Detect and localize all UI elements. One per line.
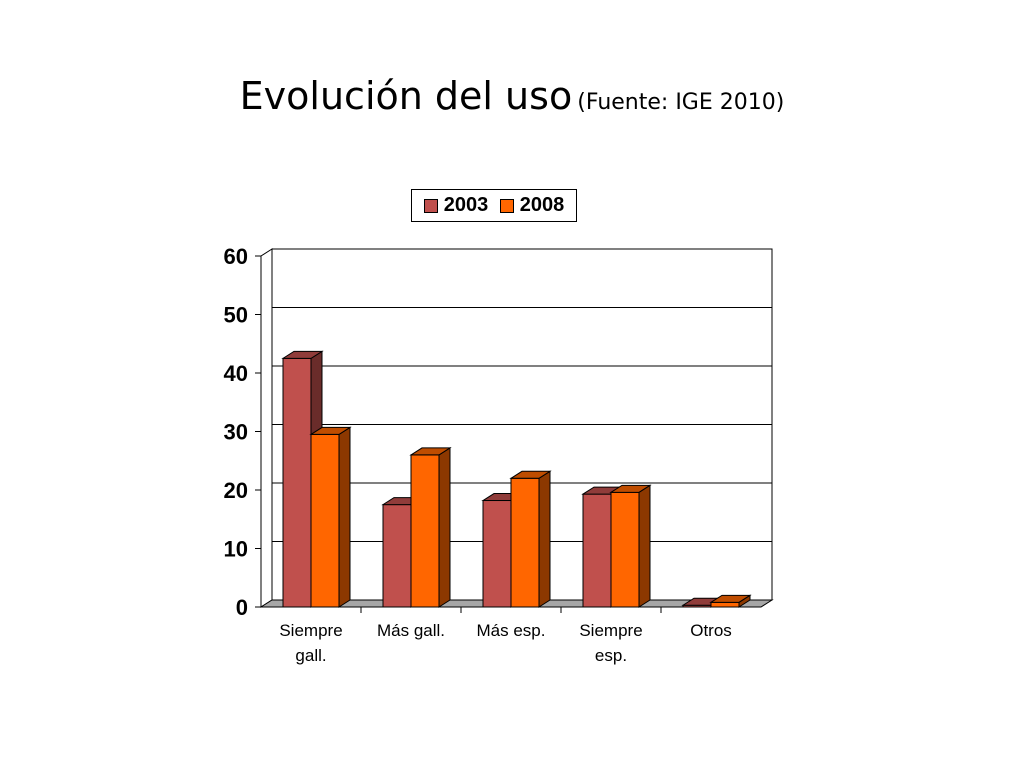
y-tick-label: 30	[224, 420, 248, 445]
y-tick-label: 0	[236, 595, 248, 620]
bar-front-2003	[582, 493, 612, 608]
bar-top-2008	[509, 470, 552, 479]
bar-side-2008	[438, 446, 451, 608]
bar-front-2003	[282, 357, 312, 608]
chart-legend: 2003 2008	[411, 189, 577, 222]
bar-front-2003	[482, 500, 512, 608]
y-tick-label: 10	[224, 537, 248, 562]
bar-side-2008	[538, 470, 551, 608]
bar-front-2008	[510, 477, 540, 608]
bar-front-2008	[710, 601, 740, 608]
y-tick-label: 20	[224, 478, 248, 503]
chart-side-wall	[260, 248, 273, 608]
legend-label-2008: 2008	[519, 194, 565, 216]
y-tick-label: 50	[224, 303, 248, 328]
legend-swatch-2003	[423, 198, 438, 213]
bar-side-2008	[338, 426, 351, 608]
bar-top-2008	[309, 426, 352, 435]
bar-front-2003	[382, 504, 412, 608]
bar-top-2008	[709, 594, 752, 603]
legend-label-2003: 2003	[443, 194, 489, 216]
bar-front-2008	[610, 491, 640, 608]
legend-swatch-2008	[499, 198, 514, 213]
x-tick-label: Siempre gall.	[279, 621, 342, 665]
x-tick-label: Más gall.	[377, 621, 445, 640]
bar-top-2008	[409, 447, 452, 456]
slide-title-source: (Fuente: IGE 2010)	[577, 90, 785, 115]
bar-front-2008	[310, 433, 340, 608]
legend-item-2003: 2003	[423, 194, 489, 217]
x-tick-label: Otros	[690, 621, 732, 640]
x-tick-label: Siempre esp.	[579, 621, 642, 665]
slide-title-main: Evolución del uso	[239, 74, 573, 118]
bar-front-2008	[410, 454, 440, 608]
bar-side-2008	[638, 484, 651, 608]
x-tick-label: Más esp.	[477, 621, 546, 640]
legend-item-2008: 2008	[499, 194, 565, 217]
bar-top-2003	[281, 350, 324, 359]
bar-top-2008	[609, 484, 652, 493]
page-title: Evolución del uso (Fuente: IGE 2010)	[0, 74, 1024, 118]
y-tick-label: 40	[224, 361, 248, 386]
y-tick-label: 60	[224, 244, 248, 269]
